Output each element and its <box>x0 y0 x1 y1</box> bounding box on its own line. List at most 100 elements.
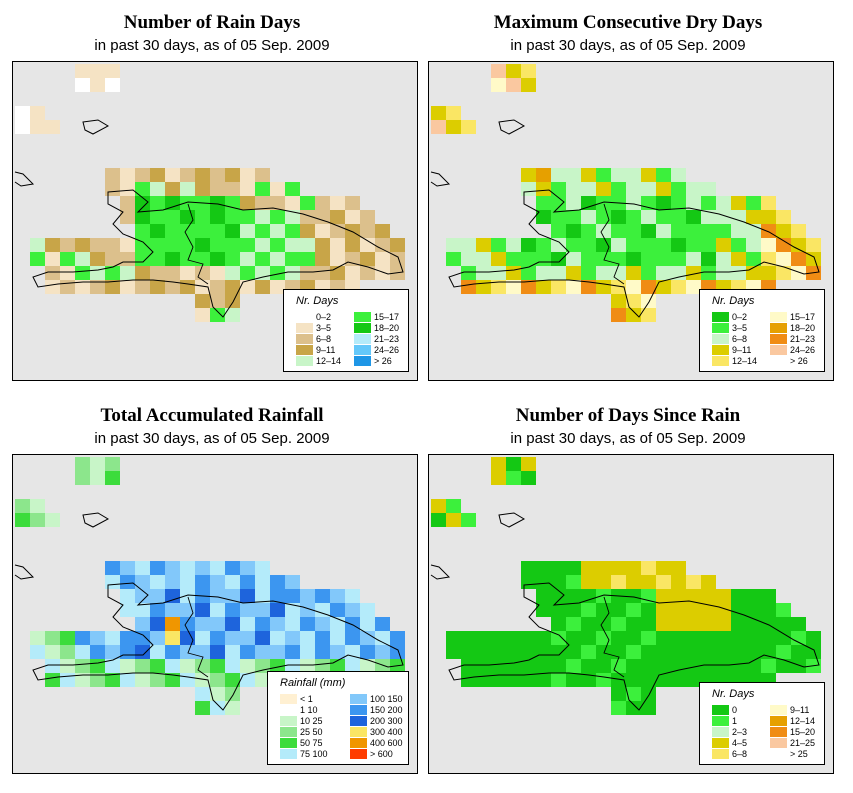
grid-cell <box>75 64 90 78</box>
grid-cell <box>566 673 581 687</box>
legend-label: 15–20 <box>790 727 816 737</box>
legend-label: < 1 <box>300 694 313 704</box>
grid-cell <box>731 603 746 617</box>
grid-cell <box>776 659 791 673</box>
grid-cell <box>491 64 506 78</box>
grid-cell <box>656 196 671 210</box>
grid-cell <box>656 182 671 196</box>
legend-item: 6–8 <box>712 749 772 760</box>
legend-item: 12–14 <box>712 356 772 367</box>
grid-cell <box>30 120 45 134</box>
grid-cell <box>315 252 330 266</box>
grid-cell <box>596 645 611 659</box>
coastline <box>32 189 404 318</box>
grid-cell <box>240 252 255 266</box>
grid-cell <box>716 266 731 280</box>
grid-cell <box>150 603 165 617</box>
grid-cell <box>461 280 476 294</box>
grid-cell <box>671 224 686 238</box>
grid-cell <box>536 210 551 224</box>
grid-cell <box>656 224 671 238</box>
grid-cell <box>315 617 330 631</box>
grid-cell <box>165 561 180 575</box>
grid-cell <box>240 210 255 224</box>
grid-cell <box>45 280 60 294</box>
grid-cell <box>716 224 731 238</box>
grid-cell <box>671 659 686 673</box>
grid-cell <box>195 280 210 294</box>
grid-cell <box>120 645 135 659</box>
grid-cell <box>431 513 446 527</box>
legend-item: 6–8 <box>712 334 772 345</box>
grid-cell <box>686 575 701 589</box>
legend-swatch <box>280 705 297 715</box>
grid-cell <box>626 687 641 701</box>
legend-item: 21–25 <box>770 738 830 749</box>
grid-cell <box>491 280 506 294</box>
grid-cell <box>731 589 746 603</box>
grid-cell <box>330 645 345 659</box>
grid-cell <box>390 238 405 252</box>
legend-item: 15–17 <box>770 312 830 323</box>
grid-cell <box>375 252 390 266</box>
grid-cell <box>566 659 581 673</box>
legend-label: 18–20 <box>374 323 400 333</box>
grid-cell <box>315 645 330 659</box>
grid-cell <box>120 168 135 182</box>
grid-cell <box>641 645 656 659</box>
grid-cell <box>746 603 761 617</box>
grid-cell <box>776 266 791 280</box>
legend-item: 50 75 <box>280 738 340 749</box>
grid-cell <box>716 210 731 224</box>
grid-cell <box>150 575 165 589</box>
grid-cell <box>506 238 521 252</box>
grid-cell <box>315 210 330 224</box>
legend-item: 18–20 <box>354 323 414 334</box>
grid-cell <box>210 617 225 631</box>
grid-cell <box>195 561 210 575</box>
grid-cell <box>641 266 656 280</box>
legend-swatch <box>350 749 367 759</box>
grid-cell <box>165 589 180 603</box>
grid-cell <box>671 266 686 280</box>
grid-cell <box>521 182 536 196</box>
map-canvas <box>14 64 405 322</box>
grid-cell <box>716 252 731 266</box>
legend: Nr. Days 0–2 3–5 6–8 9–11 12–14 15–17 18–20 21–2… <box>699 289 825 372</box>
grid-cell <box>506 645 521 659</box>
grid-cell <box>521 575 536 589</box>
grid-cell <box>506 631 521 645</box>
grid-cell <box>596 659 611 673</box>
legend-swatch <box>770 716 787 726</box>
coastline <box>82 512 110 528</box>
grid-cell <box>240 589 255 603</box>
grid-cell <box>731 252 746 266</box>
grid-cell <box>330 603 345 617</box>
grid-cell <box>536 280 551 294</box>
legend-swatch <box>280 727 297 737</box>
map-canvas <box>430 64 821 322</box>
legend-swatch <box>712 323 729 333</box>
grid-cell <box>150 673 165 687</box>
grid-cell <box>476 631 491 645</box>
coastline <box>448 582 820 711</box>
grid-cell <box>686 238 701 252</box>
grid-cell <box>566 603 581 617</box>
grid-cell <box>285 266 300 280</box>
grid-cell <box>716 196 731 210</box>
grid-cell <box>731 210 746 224</box>
coastline <box>430 564 451 580</box>
legend-label: 0 <box>732 705 738 715</box>
grid-cell <box>345 589 360 603</box>
grid-cell <box>135 182 150 196</box>
coastline <box>14 564 35 580</box>
legend-swatch <box>350 694 367 704</box>
grid-cell <box>255 603 270 617</box>
grid-cell <box>626 280 641 294</box>
grid-cell <box>375 238 390 252</box>
grid-cell <box>195 294 210 308</box>
legend-label: 18–20 <box>790 323 816 333</box>
grid-cell <box>446 513 461 527</box>
grid-cell <box>461 513 476 527</box>
grid-cell <box>105 182 120 196</box>
